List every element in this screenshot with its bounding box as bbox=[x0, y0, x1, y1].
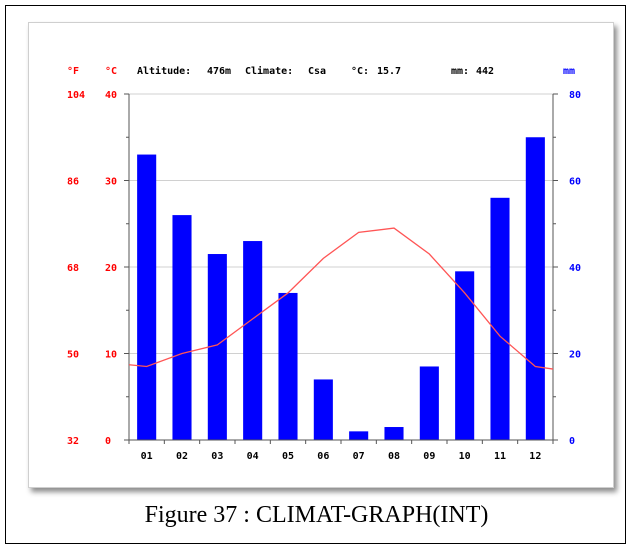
unit-celsius-label: °C bbox=[105, 66, 117, 77]
grid-layer bbox=[129, 93, 553, 354]
precip-bar bbox=[313, 379, 333, 440]
celsius-tick-label: 10 bbox=[105, 350, 117, 361]
fahrenheit-tick-label: 50 bbox=[67, 350, 79, 361]
temperature-line bbox=[128, 227, 554, 370]
axes-layer bbox=[124, 93, 558, 444]
unit-mm-label: mm bbox=[563, 66, 575, 77]
mm-tick-label: 80 bbox=[569, 90, 581, 101]
month-tick-label: 09 bbox=[423, 451, 435, 462]
month-tick-label: 02 bbox=[176, 451, 188, 462]
month-tick-label: 11 bbox=[494, 451, 506, 462]
mm-tick-label: 0 bbox=[569, 436, 575, 447]
precip-bar bbox=[172, 215, 192, 440]
precipitation-bars bbox=[137, 137, 545, 441]
precip-bar bbox=[243, 241, 263, 440]
month-tick-label: 07 bbox=[353, 451, 365, 462]
fahrenheit-tick-label: 104 bbox=[67, 90, 85, 101]
mean-temp-label: °C: bbox=[351, 66, 369, 77]
precip-bar bbox=[137, 154, 157, 441]
altitude-value: 476m bbox=[207, 66, 231, 77]
labels-layer: 0 32 10 50 20 68 30 86 40 104 0 20 40 60 80 01 02 03 04 05 0… bbox=[67, 90, 581, 462]
precip-bar bbox=[525, 137, 545, 440]
annual-precip-label: mm: bbox=[451, 66, 469, 77]
month-tick-label: 04 bbox=[247, 451, 259, 462]
climate-chart: 0 32 10 50 20 68 30 86 40 104 0 20 40 60 80 01 02 03 04 05 0… bbox=[67, 65, 581, 462]
celsius-tick-label: 40 bbox=[105, 90, 117, 101]
mm-tick-label: 60 bbox=[569, 177, 581, 188]
precip-bar bbox=[419, 366, 439, 440]
mm-tick-label: 20 bbox=[569, 350, 581, 361]
month-tick-label: 06 bbox=[317, 451, 329, 462]
precip-bar bbox=[349, 431, 369, 440]
celsius-tick-label: 0 bbox=[105, 436, 111, 447]
precip-bar bbox=[490, 197, 510, 440]
fahrenheit-tick-label: 32 bbox=[67, 436, 79, 447]
mm-tick-label: 40 bbox=[569, 263, 581, 274]
precip-bar bbox=[455, 271, 475, 440]
month-tick-label: 08 bbox=[388, 451, 400, 462]
month-tick-label: 01 bbox=[141, 451, 153, 462]
month-tick-label: 03 bbox=[211, 451, 223, 462]
month-tick-label: 12 bbox=[529, 451, 541, 462]
precip-bar bbox=[207, 254, 227, 440]
climate-label: Climate: bbox=[245, 65, 293, 77]
celsius-tick-label: 30 bbox=[105, 177, 117, 188]
figure-caption: Figure 37 : CLIMAT-GRAPH(INT) bbox=[144, 502, 489, 528]
climate-value: Csa bbox=[308, 66, 326, 77]
celsius-tick-label: 20 bbox=[105, 263, 117, 274]
climate-chart-card: 0 32 10 50 20 68 30 86 40 104 0 20 40 60 80 01 02 03 04 05 0… bbox=[28, 22, 614, 488]
precip-bar bbox=[278, 292, 298, 440]
precip-bar bbox=[384, 427, 404, 440]
month-tick-label: 05 bbox=[282, 451, 294, 462]
altitude-label: Altitude: bbox=[137, 65, 191, 77]
month-tick-label: 10 bbox=[459, 451, 471, 462]
unit-fahrenheit-label: °F bbox=[67, 66, 79, 77]
temperature-line-layer bbox=[128, 227, 554, 370]
fahrenheit-tick-label: 68 bbox=[67, 263, 79, 274]
fahrenheit-tick-label: 86 bbox=[67, 177, 79, 188]
annual-precip-value: 442 bbox=[476, 66, 494, 77]
mean-temp-value: 15.7 bbox=[377, 66, 401, 77]
